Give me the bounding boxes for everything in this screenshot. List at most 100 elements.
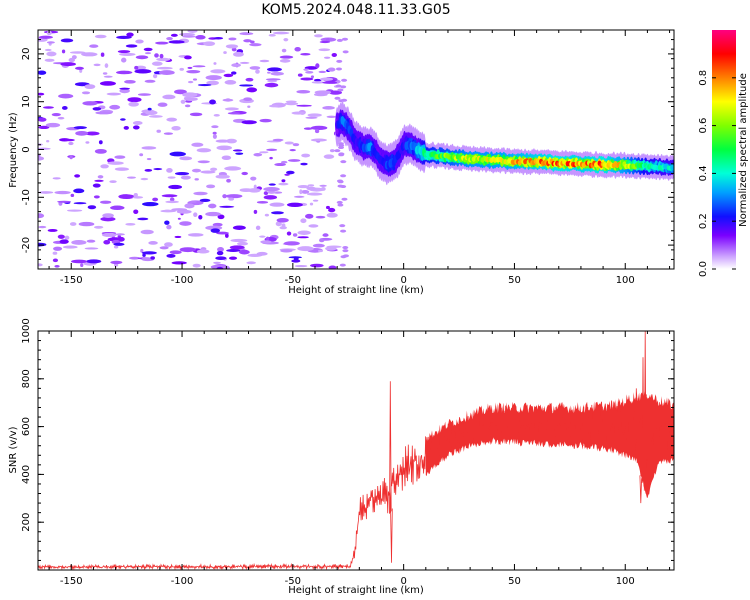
noise-blob [222, 98, 234, 102]
noise-blob [225, 44, 239, 49]
noise-blob [247, 105, 251, 108]
noise-blob [226, 138, 237, 144]
noise-blob [179, 67, 184, 71]
noise-blob [162, 94, 176, 100]
noise-blob [57, 116, 65, 120]
noise-blob [151, 61, 163, 66]
x-tick-label: -150 [60, 576, 83, 587]
x-tick-label: 50 [508, 275, 521, 286]
noise-blob [284, 141, 294, 145]
noise-blob [224, 166, 242, 171]
noise-blob [269, 156, 273, 160]
noise-blob [307, 184, 315, 187]
noise-blob [78, 221, 95, 227]
noise-blob [69, 51, 86, 54]
noise-blob [249, 40, 255, 44]
noise-blob [340, 229, 347, 233]
noise-blob [191, 142, 204, 147]
noise-blob [38, 191, 54, 194]
noise-blob [288, 159, 301, 162]
noise-blob [163, 132, 174, 135]
noise-blob [58, 93, 74, 99]
noise-blob [102, 72, 108, 75]
noise-blob [342, 249, 349, 253]
noise-blob [334, 96, 341, 100]
x-tick-label: 0 [400, 576, 406, 587]
noise-blob [342, 246, 349, 250]
noise-blob [228, 256, 238, 260]
noise-blob [263, 195, 278, 200]
noise-blob [336, 59, 343, 63]
snr-frame [37, 330, 675, 571]
noise-blob [269, 104, 279, 108]
noise-blob [182, 35, 196, 38]
noise-blob [117, 236, 125, 242]
noise-blob [149, 115, 163, 118]
noise-blob [303, 68, 310, 71]
noise-blob [264, 82, 279, 88]
noise-blob [300, 53, 311, 56]
noise-blob [331, 52, 337, 57]
noise-blob [227, 112, 241, 115]
y-tick-label: 20 [21, 48, 32, 61]
noise-blob [67, 209, 83, 212]
noise-blob [322, 106, 335, 110]
noise-blob [209, 99, 216, 105]
noise-blob [267, 71, 271, 74]
noise-blob [338, 99, 345, 103]
noise-blob [210, 228, 220, 233]
noise-blob [337, 184, 344, 188]
noise-blob [146, 157, 152, 161]
noise-blob [272, 31, 290, 35]
noise-blob [150, 256, 155, 260]
noise-blob [187, 66, 193, 69]
colorbar-tick-label: 0.6 [698, 118, 709, 134]
noise-blob [144, 79, 156, 83]
noise-blob [292, 233, 298, 237]
noise-blob [296, 104, 312, 107]
noise-blob [297, 184, 310, 189]
noise-blob [250, 176, 257, 181]
noise-blob [89, 44, 99, 48]
noise-blob [270, 71, 284, 76]
noise-blob [184, 55, 192, 60]
noise-blob [126, 32, 134, 37]
noise-blob [52, 177, 61, 180]
noise-blob [224, 80, 237, 85]
noise-blob [73, 188, 85, 194]
noise-blob [100, 164, 109, 169]
noise-blob [38, 117, 47, 122]
noise-blob [337, 203, 344, 207]
noise-blob [81, 91, 91, 95]
noise-blob [148, 241, 158, 245]
noise-blob [164, 220, 170, 225]
noise-blob [140, 248, 144, 253]
noise-blob [166, 36, 173, 41]
noise-blob [180, 175, 191, 180]
noise-blob [168, 184, 183, 190]
noise-blob [283, 38, 289, 42]
noise-blob [119, 52, 136, 56]
noise-blob [199, 198, 211, 202]
noise-blob [153, 168, 163, 171]
noise-blob [93, 195, 100, 199]
snr-ylabel: SNR (v/v) [8, 426, 19, 473]
noise-blob [243, 97, 253, 102]
noise-blob [256, 251, 268, 256]
noise-blob [314, 34, 323, 38]
noise-blob [84, 84, 96, 90]
noise-blob [288, 256, 302, 259]
noise-blob [338, 152, 345, 156]
noise-blob [179, 221, 192, 226]
noise-blob [121, 57, 127, 63]
noise-blob [95, 111, 113, 115]
noise-blob [239, 61, 250, 64]
noise-blob [86, 259, 102, 264]
figure-title: KOM5.2024.048.11.33.G05 [261, 2, 450, 18]
noise-blob [47, 228, 58, 232]
noise-blob [226, 249, 241, 252]
noise-blob [315, 215, 326, 219]
noise-blob [38, 225, 47, 229]
noise-blob [192, 263, 201, 268]
